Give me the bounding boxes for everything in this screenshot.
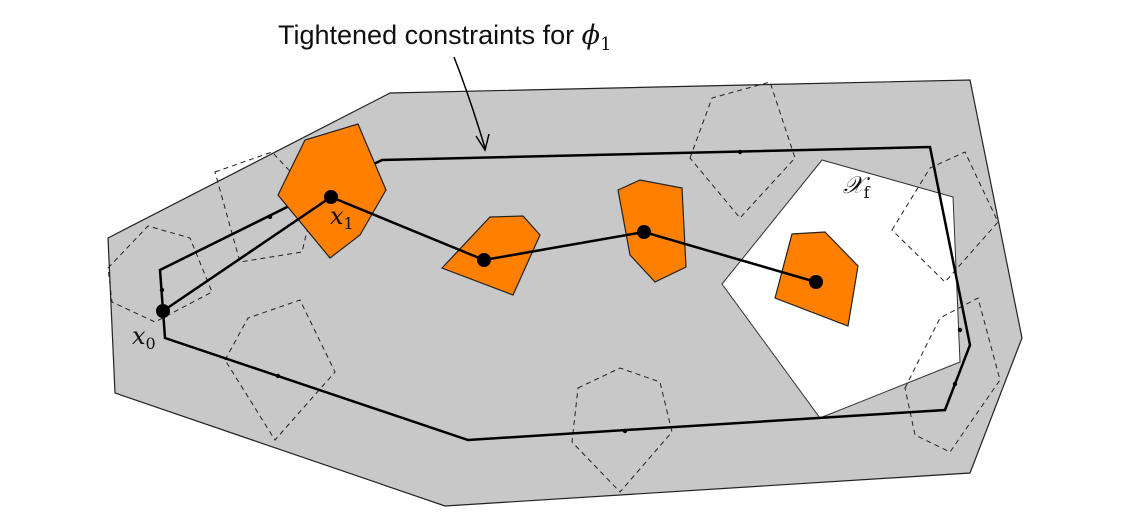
boundary-tick: [275, 373, 281, 379]
tightened-constraint-boundary: [158, 145, 972, 442]
boundary-ticks: [159, 149, 963, 434]
trajectory-points: [156, 190, 823, 318]
annotation-text: Tightened constraints for: [278, 20, 582, 50]
dashed-set: [571, 367, 673, 493]
boundary-tick: [159, 287, 165, 293]
label-x1: x1: [330, 202, 354, 233]
annotation-arrow-head: [475, 133, 490, 152]
annotation-symbol: ϕ: [582, 20, 600, 51]
state-x3: [637, 225, 651, 239]
boundary-tick: [952, 381, 958, 387]
boundary-tick: [957, 327, 963, 333]
annotation-subscript: 1: [600, 34, 611, 55]
label-x0-subscript: 0: [146, 334, 156, 353]
state-x0: [156, 304, 170, 318]
label-x0-symbol: x: [132, 322, 146, 350]
dashed-set: [689, 81, 796, 219]
boundary-tick: [267, 214, 273, 220]
state-x4: [809, 275, 823, 289]
label-xf-subscript: f: [864, 183, 871, 202]
boundary-tick: [737, 149, 743, 155]
dashed-set: [224, 299, 336, 441]
label-x0: x0: [132, 322, 156, 353]
boundary-tick: [622, 428, 628, 434]
dashed-tube-sets: [107, 81, 1001, 493]
dashed-set: [891, 151, 999, 283]
annotation-arrow: [453, 56, 490, 152]
annotation-arrow-shaft: [453, 56, 486, 149]
reachable-set-3: [617, 179, 687, 283]
annotation-label: Tightened constraints for ϕ1: [278, 20, 612, 55]
reachable-set-2: [440, 215, 541, 296]
label-x1-symbol: x: [330, 202, 344, 230]
dashed-set: [107, 225, 213, 323]
label-x1-subscript: 1: [344, 214, 354, 233]
state-x2: [477, 253, 491, 267]
state-x1: [324, 190, 338, 204]
